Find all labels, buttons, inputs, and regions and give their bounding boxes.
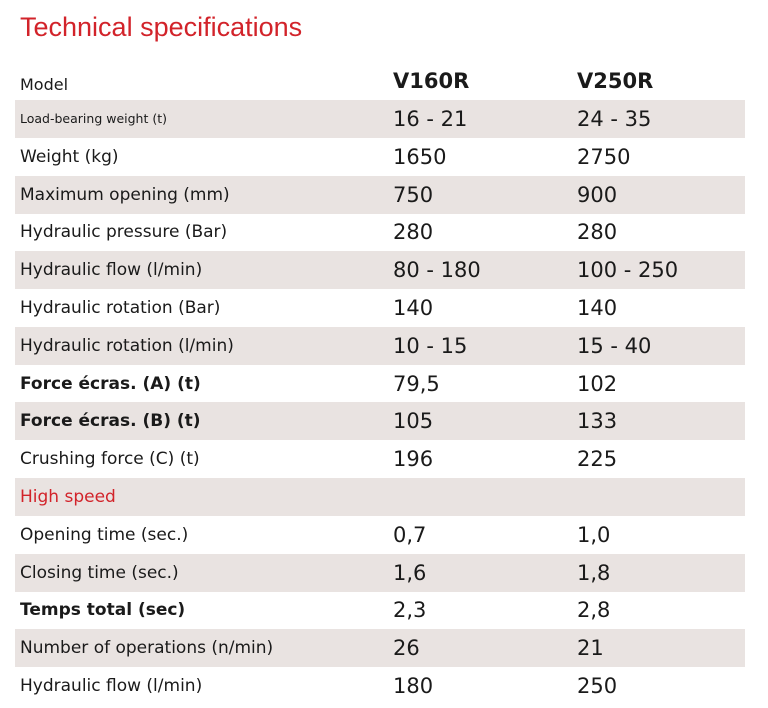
header-cell: V250R: [577, 69, 654, 93]
row-value: 105: [393, 409, 434, 434]
row-label: Hydraulic rotation (l/min): [20, 335, 234, 356]
row-value: 1650: [393, 144, 447, 169]
row-value: 196: [393, 447, 434, 472]
table-row: Hydraulic rotation (l/min) 10 - 15 15 - 40: [15, 326, 745, 365]
row-value: 102: [577, 371, 618, 396]
header-cell: V160R: [393, 69, 470, 93]
table-row: Opening time (sec.) 0,7 1,0: [15, 516, 745, 554]
row-label: Hydraulic rotation (Bar): [20, 298, 221, 318]
row-value: 100 - 250: [577, 258, 679, 283]
title: Technical specifications: [20, 12, 303, 42]
table-row: High speed: [15, 478, 745, 516]
row-value: 900: [577, 182, 618, 207]
row-label: Crushing force (C) (t): [20, 449, 200, 470]
row-value: 1,6: [393, 560, 427, 585]
row-label: Load-bearing weight (t): [20, 111, 167, 126]
table-row: Hydraulic pressure (Bar) 280 280: [15, 213, 745, 251]
table-row: Maximum opening (mm) 750 900: [15, 175, 745, 214]
row-value: 280: [393, 220, 434, 245]
row-value: 250: [577, 674, 618, 698]
row-label: Weight (kg): [20, 146, 119, 167]
row-value: 140: [393, 296, 434, 320]
row-label: High speed: [20, 487, 116, 507]
row-value: 180: [393, 674, 434, 698]
table-row: Hydraulic rotation (Bar) 140 140: [15, 289, 745, 327]
row-label: Hydraulic flow (l/min): [20, 676, 203, 696]
row-label: Hydraulic flow (l/min): [20, 260, 203, 281]
row-label: Opening time (sec.): [20, 524, 189, 545]
row-value: 2750: [577, 144, 631, 169]
row-value: 26: [393, 636, 420, 661]
table-row: Load-bearing weight (t) 16 - 21 24 - 35: [15, 100, 745, 138]
row-label: Force écras. (B) (t): [20, 411, 201, 432]
header-cell: Model: [20, 75, 69, 94]
row-label: Force écras. (A) (t): [20, 373, 201, 394]
row-value: 1,8: [577, 560, 611, 585]
row-value: 21: [577, 636, 604, 661]
table-row: Hydraulic flow (l/min) 80 - 180 100 - 250: [15, 251, 745, 290]
row-label: Temps total (sec): [20, 600, 186, 621]
table-row: Number of operations (n/min) 26 21: [15, 629, 745, 668]
row-value: 15 - 40: [577, 333, 652, 358]
row-value: 79,5: [393, 371, 440, 396]
row-value: 16 - 21: [393, 107, 468, 131]
header-row: Model V160R V250R: [15, 62, 745, 100]
row-value: 24 - 35: [577, 107, 652, 131]
row-value: 2,3: [393, 598, 427, 623]
table-row: Hydraulic flow (l/min) 180 250: [15, 667, 745, 705]
table-row: Force écras. (B) (t) 105 133: [15, 402, 745, 441]
row-label: Hydraulic pressure (Bar): [20, 222, 228, 243]
row-label: Maximum opening (mm): [20, 184, 230, 205]
row-value: 750: [393, 182, 434, 207]
table-row: Weight (kg) 1650 2750: [15, 138, 745, 176]
row-value: 10 - 15: [393, 333, 468, 358]
row-value: 2,8: [577, 598, 611, 623]
row-value: 80 - 180: [393, 258, 481, 283]
table-row: Temps total (sec) 2,3 2,8: [15, 591, 745, 629]
table-row: Closing time (sec.) 1,6 1,8: [15, 553, 745, 592]
table-row: Crushing force (C) (t) 196 225: [15, 440, 745, 478]
row-value: 225: [577, 447, 618, 472]
row-value: 0,7: [393, 522, 427, 547]
row-label: Closing time (sec.): [20, 562, 179, 583]
row-value: 133: [577, 409, 618, 434]
row-label: Number of operations (n/min): [20, 638, 274, 659]
row-value: 1,0: [577, 522, 611, 547]
row-value: 140: [577, 296, 618, 320]
row-value: 280: [577, 220, 618, 245]
table-row: Force écras. (A) (t) 79,5 102: [15, 365, 745, 403]
